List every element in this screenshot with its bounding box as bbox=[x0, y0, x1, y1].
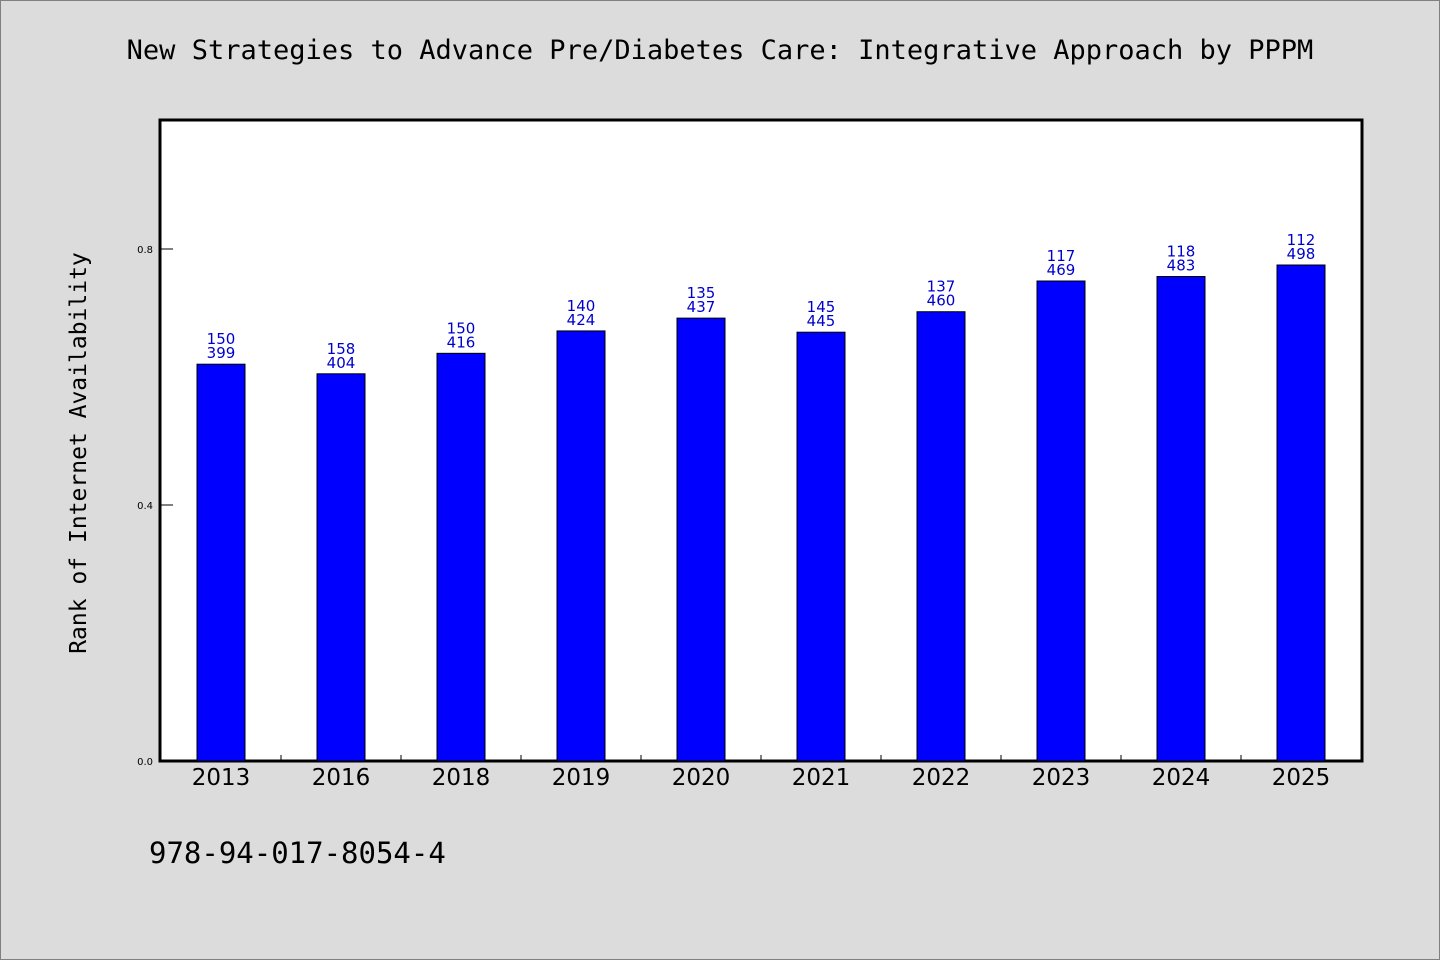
x-tick-label: 2021 bbox=[792, 765, 851, 791]
data-label-bottom: 469 bbox=[1047, 261, 1076, 279]
data-label-top: 117 bbox=[1047, 247, 1076, 265]
x-tick-label: 2019 bbox=[552, 765, 611, 791]
data-label-top: 145 bbox=[807, 298, 836, 316]
bar-2024 bbox=[1156, 276, 1206, 762]
x-tick-label: 2020 bbox=[672, 765, 731, 791]
data-label-bottom: 424 bbox=[567, 311, 596, 329]
bar-2023 bbox=[1036, 280, 1086, 762]
bar-2018 bbox=[436, 352, 486, 762]
x-tick-label: 2023 bbox=[1032, 765, 1091, 791]
data-label-bottom: 399 bbox=[207, 344, 236, 362]
x-axis-ticks: 2013 2016 2018 2019 2020 2021 2022 2023 2024 2025 bbox=[192, 755, 1331, 791]
x-tick-label: 2013 bbox=[192, 765, 251, 791]
data-label-bottom: 416 bbox=[447, 333, 476, 351]
data-label-top: 150 bbox=[207, 330, 236, 348]
bar-2019 bbox=[556, 330, 606, 762]
x-tick-label: 2016 bbox=[312, 765, 371, 791]
data-label-top: 135 bbox=[687, 284, 716, 302]
data-label-bottom: 445 bbox=[807, 312, 836, 330]
bars-group bbox=[196, 264, 1326, 762]
y-axis-ticks: 0.0 0.4 0.8 bbox=[137, 245, 173, 768]
bar-2025 bbox=[1276, 264, 1326, 762]
data-label-bottom: 437 bbox=[687, 298, 716, 316]
bar-2021 bbox=[796, 331, 846, 762]
data-label-bottom: 483 bbox=[1167, 257, 1196, 275]
data-label-top: 118 bbox=[1167, 243, 1196, 261]
x-tick-label: 2022 bbox=[912, 765, 971, 791]
chart-title: New Strategies to Advance Pre/Diabetes C… bbox=[126, 35, 1314, 66]
y-tick-label: 0.0 bbox=[137, 757, 153, 768]
data-label-top: 150 bbox=[447, 319, 476, 337]
data-label-bottom: 404 bbox=[327, 354, 356, 372]
data-label-top: 112 bbox=[1287, 231, 1316, 249]
x-tick-label: 2018 bbox=[432, 765, 491, 791]
bar-2013 bbox=[196, 363, 246, 762]
data-label-top: 158 bbox=[327, 340, 356, 358]
data-label-bottom: 460 bbox=[927, 292, 956, 310]
data-label-bottom: 498 bbox=[1287, 245, 1316, 263]
data-label-top: 137 bbox=[927, 278, 956, 296]
bar-2020 bbox=[676, 317, 726, 762]
x-tick-label: 2024 bbox=[1152, 765, 1211, 791]
bar-2016 bbox=[316, 373, 366, 762]
data-label-top: 140 bbox=[567, 297, 596, 315]
y-tick-label: 0.4 bbox=[137, 501, 153, 512]
x-tick-label: 2025 bbox=[1272, 765, 1331, 791]
y-tick-label: 0.8 bbox=[137, 245, 153, 256]
bar-2022 bbox=[916, 311, 966, 762]
isbn-text: 978-94-017-8054-4 bbox=[149, 836, 446, 870]
